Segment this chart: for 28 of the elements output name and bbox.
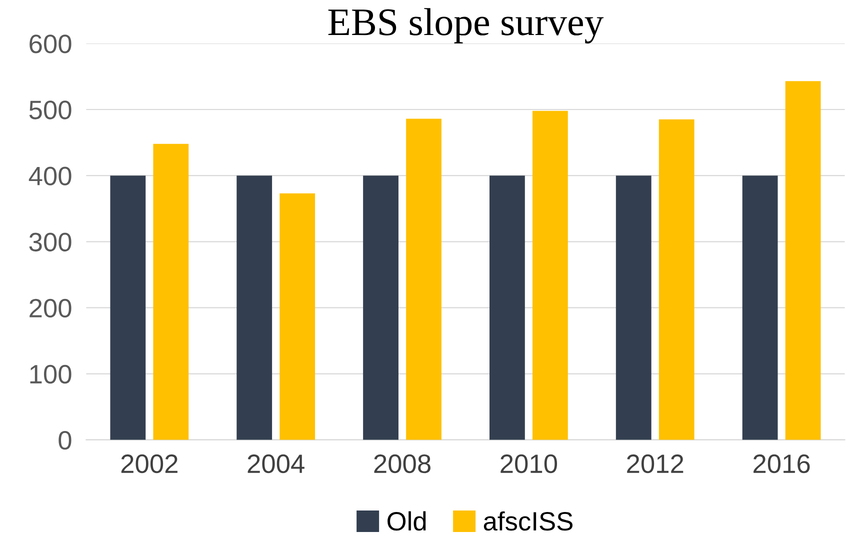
legend-label: Old [388, 511, 426, 531]
y-tick-label: 0 [58, 430, 72, 450]
y-tick-label: 300 [29, 232, 72, 252]
bar [153, 144, 189, 440]
x-tick-label: 2008 [374, 454, 430, 474]
bar [110, 176, 146, 440]
y-tick-label: 500 [29, 100, 72, 120]
x-tick-label: 2004 [248, 454, 304, 474]
bar [532, 110, 568, 440]
y-tick-label: 200 [30, 298, 72, 318]
bar [280, 193, 316, 440]
bar [236, 176, 272, 440]
bar [363, 176, 398, 440]
y-tick-label: 600 [30, 34, 72, 54]
x-tick-label: 2016 [754, 454, 810, 474]
x-tick-label: 2002 [121, 454, 178, 474]
bar [490, 176, 525, 440]
x-tick-label: 2012 [627, 454, 684, 474]
bar [658, 119, 694, 440]
x-tick-label: 2010 [500, 454, 558, 474]
bar [616, 176, 652, 440]
chart-title: EBS slope survey [328, 8, 604, 44]
bar [742, 176, 778, 440]
bar [406, 118, 442, 440]
legend-label: afscISS [484, 511, 572, 531]
y-tick-label: 100 [30, 364, 72, 384]
bar [785, 81, 821, 440]
y-tick-label: 400 [28, 166, 72, 186]
